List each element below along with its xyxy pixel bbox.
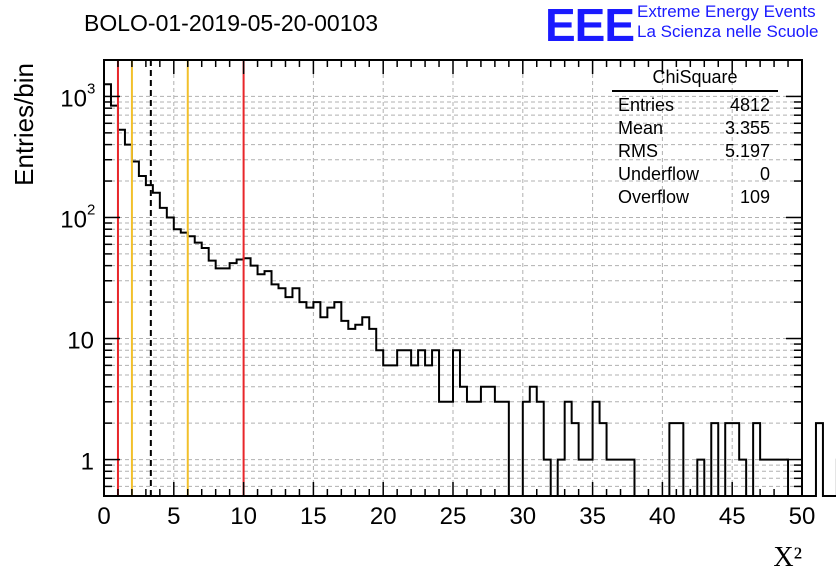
x-tick-label: 20 xyxy=(370,503,397,530)
x-tick-label: 5 xyxy=(167,503,180,530)
y-axis-label: Entries/bin xyxy=(9,63,39,186)
stats-box-name: ChiSquare xyxy=(612,67,778,92)
stats-value: 3.355 xyxy=(724,118,770,138)
x-tick-label: 25 xyxy=(440,503,467,530)
y-tick-label: 10 xyxy=(60,206,87,233)
x-tick-labels: 0 5 10 15 20 25 30 35 40 45 50 xyxy=(97,503,815,530)
stats-row-mean: Mean 3.355 xyxy=(612,117,778,140)
x-tick-label: 15 xyxy=(300,503,327,530)
stats-label: Entries xyxy=(618,95,675,115)
x-tick-label: 30 xyxy=(509,503,536,530)
stats-value: 5.197 xyxy=(724,141,770,161)
stats-label: Mean xyxy=(618,118,664,138)
histogram-series xyxy=(104,83,836,497)
x-axis-label: X² xyxy=(773,542,802,572)
x-tick-label: 50 xyxy=(789,503,816,530)
x-tick-label: 35 xyxy=(579,503,606,530)
stats-row-underflow: Underflow 0 xyxy=(612,163,778,186)
stats-row-entries: Entries 4812 xyxy=(612,94,778,117)
logo-text-line2: La Scienza nelle Scuole xyxy=(637,22,819,41)
axis-ticks xyxy=(103,60,803,496)
grid-lines xyxy=(104,60,802,496)
stats-value: 0 xyxy=(759,164,770,184)
eee-logo-mark: EEE xyxy=(545,0,635,51)
stats-label: RMS xyxy=(618,141,658,161)
histogram-outline xyxy=(104,83,836,497)
stats-label: Underflow xyxy=(618,164,700,184)
stats-label: Overflow xyxy=(618,187,690,207)
stats-row-overflow: Overflow 109 xyxy=(612,186,778,209)
x-tick-label: 0 xyxy=(97,503,110,530)
x-tick-label: 40 xyxy=(649,503,676,530)
marker-lines xyxy=(116,60,245,496)
stats-value: 4812 xyxy=(729,95,770,115)
y-tick-exponent: 3 xyxy=(87,80,95,97)
y-tick-label: 10 xyxy=(67,328,94,355)
x-tick-label: 10 xyxy=(230,503,257,530)
y-tick-exponent: 2 xyxy=(87,201,95,218)
y-tick-label: 1 xyxy=(81,449,94,476)
stats-box: ChiSquare Entries 4812 Mean 3.355 RMS 5.197… xyxy=(612,67,778,209)
y-tick-label: 10 xyxy=(60,85,87,112)
stats-value: 109 xyxy=(739,187,770,207)
logo-text-line1: Extreme Energy Events xyxy=(637,2,816,21)
x-tick-label: 45 xyxy=(719,503,746,530)
stats-row-rms: RMS 5.197 xyxy=(612,140,778,163)
chart-title: BOLO-01-2019-05-20-00103 xyxy=(84,10,379,36)
